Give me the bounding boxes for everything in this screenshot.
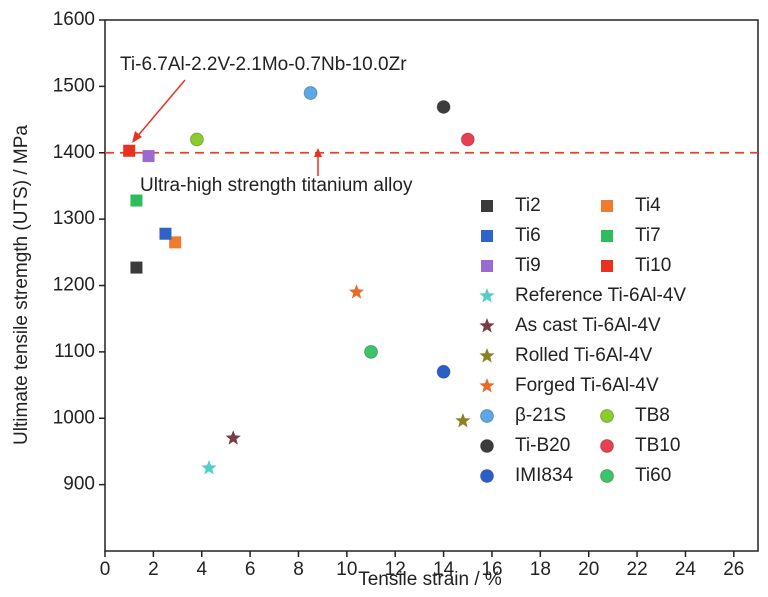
square-marker xyxy=(130,194,143,207)
x-axis-label: Tensile strain / % xyxy=(358,569,502,590)
legend-marker xyxy=(601,260,613,272)
square-marker xyxy=(123,144,136,157)
legend-label: Ti60 xyxy=(635,465,671,486)
annotation-arrowhead xyxy=(132,131,142,143)
x-tick-label: 6 xyxy=(245,559,256,580)
star-marker xyxy=(348,284,365,299)
legend-label: IMI834 xyxy=(515,465,574,486)
legend-marker xyxy=(479,378,495,393)
legend-label: TB10 xyxy=(635,435,680,456)
legend-marker xyxy=(600,439,614,453)
square-marker xyxy=(169,236,182,249)
legend-marker xyxy=(600,409,614,423)
legend-marker xyxy=(479,318,495,333)
legend-marker xyxy=(479,288,495,303)
y-tick-label: 1100 xyxy=(54,341,95,362)
star-marker xyxy=(455,412,471,428)
x-tick-label: 2 xyxy=(148,559,159,580)
legend-marker xyxy=(480,439,494,453)
legend-label: Ti4 xyxy=(635,195,661,216)
annotation: Ultra-high strength titanium alloy xyxy=(140,175,413,196)
y-tick-label: 1500 xyxy=(53,75,95,96)
y-tick-label: 1300 xyxy=(53,208,95,229)
legend-marker xyxy=(481,200,493,212)
legend-marker xyxy=(600,469,614,483)
square-marker xyxy=(159,227,172,240)
x-tick-label: 24 xyxy=(675,559,697,580)
x-tick-label: 8 xyxy=(293,559,304,580)
x-tick-label: 18 xyxy=(530,559,551,580)
legend-label: β-21S xyxy=(515,405,566,426)
legend-marker xyxy=(601,200,613,212)
legend-label: As cast Ti-6Al-4V xyxy=(515,315,661,336)
legend-label: Forged Ti-6Al-4V xyxy=(515,375,659,396)
x-tick-label: 22 xyxy=(627,559,648,580)
circle-marker xyxy=(436,99,451,114)
legend-label: Rolled Ti-6Al-4V xyxy=(515,345,653,366)
circle-marker xyxy=(364,344,379,359)
legend-marker xyxy=(480,469,494,483)
legend-marker xyxy=(480,409,494,423)
legend-marker xyxy=(479,348,495,363)
y-tick-label: 900 xyxy=(63,474,95,495)
star-marker xyxy=(201,460,217,475)
circle-marker xyxy=(303,86,318,101)
legend-label: Ti-B20 xyxy=(515,435,570,456)
legend-label: Ti6 xyxy=(515,225,541,246)
circle-marker xyxy=(189,132,204,147)
star-marker xyxy=(225,430,241,445)
x-tick-label: 20 xyxy=(578,559,599,580)
legend-marker xyxy=(601,230,613,242)
circle-marker xyxy=(460,132,475,147)
x-tick-label: 14 xyxy=(433,559,455,580)
square-marker xyxy=(130,261,143,274)
square-marker xyxy=(142,150,155,163)
x-tick-label: 4 xyxy=(196,559,207,580)
x-tick-label: 16 xyxy=(481,559,502,580)
x-tick-label: 0 xyxy=(100,559,111,580)
legend-marker xyxy=(481,230,493,242)
y-tick-label: 1200 xyxy=(53,275,95,296)
y-tick-label: 1400 xyxy=(53,142,95,163)
legend-label: Ti2 xyxy=(515,195,541,216)
legend-label: Ti10 xyxy=(635,255,671,276)
x-tick-label: 26 xyxy=(723,559,744,580)
legend-label: TB8 xyxy=(635,405,670,426)
annotation-arrowhead xyxy=(314,148,322,157)
legend-label: Ti7 xyxy=(635,225,661,246)
legend-marker xyxy=(481,260,493,272)
legend-label: Ti9 xyxy=(515,255,541,276)
legend-label: Reference Ti-6Al-4V xyxy=(515,285,686,306)
y-axis-label: Ultimate tensile stremgth (UTS) / MPa xyxy=(11,125,32,445)
y-tick-label: 1000 xyxy=(53,407,95,428)
y-tick-label: 1600 xyxy=(53,9,95,30)
x-tick-label: 10 xyxy=(336,559,357,580)
circle-marker xyxy=(436,364,451,379)
annotation: Ti-6.7Al-2.2V-2.1Mo-0.7Nb-10.0Zr xyxy=(120,54,407,75)
annotation-arrow xyxy=(135,79,186,139)
x-tick-label: 12 xyxy=(385,559,406,580)
